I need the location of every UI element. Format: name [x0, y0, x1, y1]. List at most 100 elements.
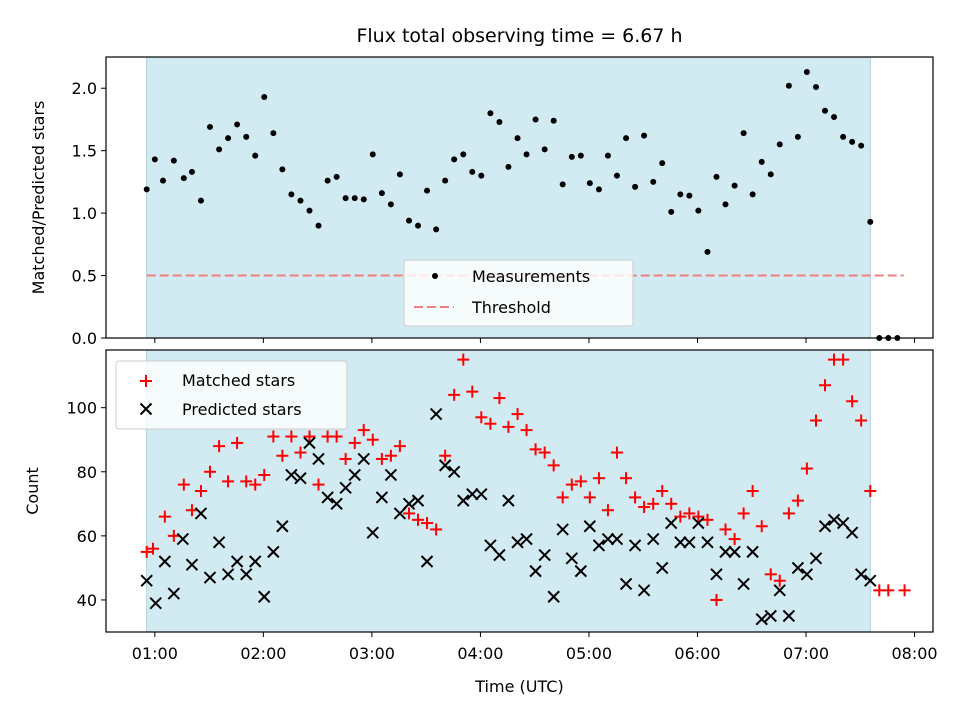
predicted-star-point	[294, 471, 307, 485]
measurement-point	[731, 182, 738, 189]
matched-star-point	[898, 584, 911, 597]
predicted-star-point	[538, 548, 551, 562]
matched-star-point	[339, 452, 352, 465]
bottom-legend: Matched stars Predicted stars	[115, 360, 348, 430]
matched-star-point	[348, 436, 361, 449]
predicted-star-point	[484, 539, 497, 552]
matched-star-point	[800, 462, 813, 475]
matched-star-point	[855, 414, 868, 427]
matched-star-point	[810, 414, 823, 427]
measurement-point	[270, 130, 277, 137]
measurement-point	[306, 207, 313, 214]
predicted-star-point	[647, 532, 660, 546]
matched-star-point	[782, 507, 795, 520]
measurement-point	[197, 197, 204, 204]
predicted-star-point	[321, 491, 334, 504]
predicted-star-point	[312, 452, 325, 466]
measurement-point	[577, 152, 584, 159]
matched-star-point	[791, 494, 804, 507]
matched-star-point	[701, 513, 714, 526]
legend-box	[403, 259, 634, 327]
predicted-star-point	[339, 481, 352, 495]
measurement-point	[487, 110, 494, 117]
matched-star-point	[837, 353, 850, 366]
matched-star-point	[177, 478, 190, 491]
top-panel-frame	[105, 56, 934, 339]
predicted-star-point	[258, 590, 271, 603]
measurement-point	[858, 142, 865, 149]
measurement-point	[704, 248, 711, 255]
predicted-star-point	[656, 561, 669, 575]
measurement-point	[378, 190, 385, 197]
predicted-star-point	[502, 494, 515, 507]
matched-star-point	[755, 520, 768, 533]
measurement-point	[514, 135, 521, 142]
x-tick-label: 03:00	[349, 644, 395, 663]
predicted-star-point	[556, 523, 569, 536]
matched-star-point	[303, 430, 316, 443]
chart-title: Flux total observing time = 6.67 h	[356, 25, 682, 47]
y-tick-label: 100	[66, 399, 97, 418]
predicted-star-point	[683, 536, 696, 549]
matched-star-point	[484, 417, 497, 430]
matched-star-point	[819, 379, 832, 392]
matched-star-point	[610, 446, 623, 459]
measurement-point	[822, 107, 829, 114]
predicted-star-point	[267, 545, 280, 559]
measurement-point	[613, 172, 620, 179]
x-tick-label: 01:00	[132, 644, 178, 663]
predicted-star-point	[429, 407, 443, 421]
top-legend: Measurements Threshold	[403, 259, 634, 327]
predicted-star-point	[764, 609, 777, 623]
legend-label-predicted: Predicted stars	[182, 400, 302, 419]
measurement-point	[749, 191, 756, 198]
predicted-star-point	[800, 568, 814, 581]
measurement-point	[424, 187, 431, 194]
measurement-point	[541, 146, 548, 153]
matched-star-point	[140, 545, 153, 558]
predicted-star-point	[402, 497, 416, 511]
measurement-point	[170, 157, 177, 164]
matched-star-point	[412, 513, 425, 526]
measurement-point	[532, 116, 539, 123]
measurement-point	[550, 117, 557, 124]
x-tick-label: 04:00	[457, 644, 503, 663]
predicted-star-point	[637, 584, 651, 597]
predicted-star-point	[827, 513, 841, 527]
measurement-point	[406, 217, 413, 224]
predicted-star-point	[610, 532, 624, 546]
predicted-star-point	[411, 494, 425, 507]
measurement-point	[315, 222, 322, 229]
predicted-star-point	[719, 545, 732, 559]
predicted-star-point	[601, 532, 615, 546]
measurement-point	[686, 192, 693, 199]
matched-star-point	[366, 433, 379, 446]
measurement-point	[831, 113, 838, 120]
measurement-point	[478, 172, 485, 179]
legend-marker-matched	[140, 375, 152, 387]
predicted-star-point	[782, 609, 796, 623]
measurement-point	[243, 133, 250, 140]
measurement-point	[180, 175, 187, 182]
x-tick-label: 06:00	[674, 644, 720, 663]
matched-star-point	[629, 491, 642, 504]
matched-star-point	[294, 446, 307, 459]
predicted-star-point	[728, 545, 741, 559]
matched-star-point	[556, 491, 569, 504]
predicted-star-point	[438, 459, 452, 472]
measurement-point	[713, 173, 720, 180]
matched-star-point	[448, 388, 461, 401]
predicted-star-point	[149, 596, 162, 610]
measurement-point	[568, 153, 575, 160]
measurement-point	[794, 133, 801, 140]
predicted-star-point	[520, 532, 533, 546]
measurement-point	[151, 156, 158, 163]
predicted-star-point	[737, 577, 750, 591]
matched-star-point	[647, 497, 660, 510]
measurement-point	[387, 201, 394, 208]
legend-marker-measurements	[432, 273, 438, 279]
measurement-point	[252, 152, 259, 159]
predicted-star-point	[791, 561, 805, 575]
matched-star-point	[565, 478, 578, 491]
predicted-star-point	[619, 577, 633, 591]
